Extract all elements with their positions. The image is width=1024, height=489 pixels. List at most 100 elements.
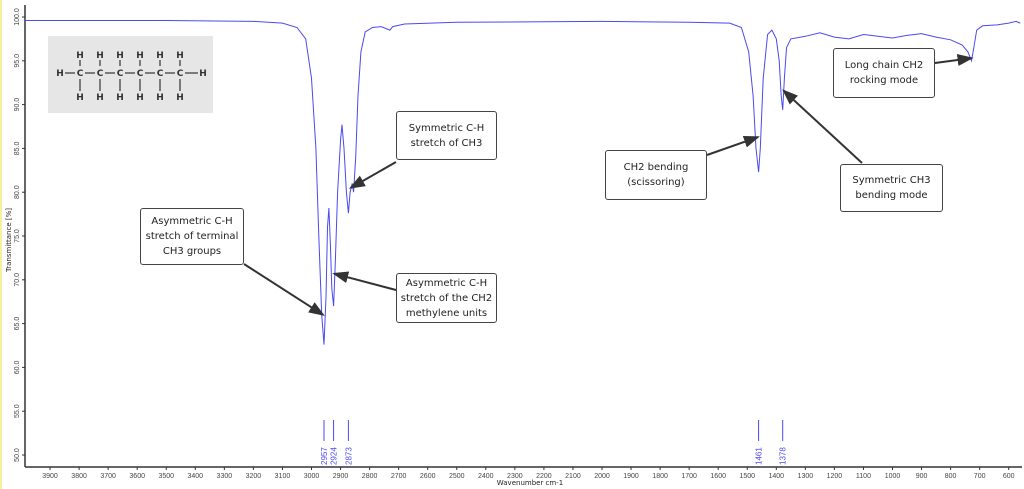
- annotation-text: stretch of the CH2: [400, 292, 493, 304]
- x-tick-label: 3000: [304, 473, 320, 480]
- annotation-text: Asymmetric C-H: [405, 277, 488, 289]
- peak-label: 1378: [779, 447, 788, 465]
- annotation-text: stretch of terminal: [145, 231, 239, 242]
- x-tick-label: 1100: [856, 473, 871, 480]
- annotation-text: methylene units: [405, 307, 488, 319]
- x-tick-label: 3300: [217, 473, 233, 480]
- y-tick-label: 70.0: [14, 273, 21, 287]
- atom-label: C: [77, 69, 84, 79]
- y-tick-label: 60.0: [14, 360, 21, 374]
- annotation-arrow: [706, 136, 760, 156]
- annotation-box: CH2 bending (scissoring): [605, 150, 707, 200]
- annotation-text: CH2 bending: [623, 162, 689, 173]
- x-tick-label: 1400: [769, 473, 785, 480]
- annotation-text: stretch of CH3: [410, 137, 483, 149]
- x-tick-label: 3100: [275, 473, 291, 480]
- atom-label: H: [56, 69, 64, 79]
- x-tick-label: 2100: [565, 473, 581, 480]
- x-tick-label: 600: [1003, 473, 1015, 480]
- annotation-text: Symmetric C-H: [408, 122, 485, 134]
- annotation-box: Asymmetric C-H stretch of terminal CH3 gro…: [140, 208, 244, 265]
- y-tick-label: 55.0: [14, 404, 21, 418]
- x-tick-label: 1600: [710, 473, 726, 480]
- x-tick-label: 2300: [507, 473, 523, 480]
- atom-label: H: [176, 93, 184, 103]
- x-tick-label: 3400: [188, 473, 204, 480]
- annotation-text: bending mode: [855, 190, 928, 201]
- atom-label: H: [199, 69, 207, 79]
- y-tick-label: 90.0: [14, 98, 21, 112]
- x-tick-label: 2600: [420, 473, 436, 480]
- atom-label: H: [176, 51, 184, 61]
- annotation-text: (scissoring): [627, 177, 685, 188]
- y-axis-label: Transmittance [%]: [5, 208, 13, 273]
- x-tick-label: 2500: [449, 473, 465, 480]
- atom-label: H: [156, 51, 164, 61]
- atom-label: C: [137, 69, 144, 79]
- annotation-box: Asymmetric C-H stretch of the CH2 methylen…: [396, 273, 497, 323]
- annotation-arrow: [332, 271, 397, 291]
- x-tick-label: 2200: [536, 473, 552, 480]
- y-tick-label: 75.0: [14, 229, 21, 243]
- atom-label: H: [136, 51, 144, 61]
- x-tick-label: 2000: [594, 473, 610, 480]
- atom-label: H: [96, 93, 104, 103]
- x-tick-label: 3500: [158, 473, 174, 480]
- annotation-arrow: [243, 263, 325, 316]
- annotation-arrow: [934, 54, 974, 66]
- annotation-text: Symmetric CH3: [852, 175, 931, 186]
- atom-label: C: [117, 69, 124, 79]
- atom-label: H: [96, 51, 104, 61]
- x-tick-label: 3600: [129, 473, 145, 480]
- y-tick-label: 100.0: [14, 8, 21, 26]
- x-tick-label: 1700: [681, 473, 697, 480]
- annotation-box: Long chain CH2 rocking mode: [833, 48, 935, 98]
- annotation-text: rocking mode: [849, 75, 919, 86]
- x-tick-label: 1900: [623, 473, 639, 480]
- atom-label: H: [116, 51, 124, 61]
- x-tick-label: 3200: [246, 473, 262, 480]
- x-tick-label: 2700: [391, 473, 407, 480]
- atom-label: C: [157, 69, 164, 79]
- x-tick-label: 1200: [827, 473, 843, 480]
- annotation-text: Long chain CH2: [844, 60, 924, 71]
- x-tick-label: 3900: [42, 473, 58, 480]
- peak-label: 2873: [344, 447, 353, 465]
- atom-label: H: [76, 51, 84, 61]
- y-tick-label: 50.0: [14, 448, 21, 462]
- atom-label: H: [76, 93, 84, 103]
- x-axis-label: Wavenumber cm-1: [497, 479, 563, 487]
- atom-label: C: [97, 69, 104, 79]
- y-tick-label: 85.0: [14, 141, 21, 155]
- y-tick-label: 95.0: [14, 54, 21, 68]
- atom-label: C: [177, 69, 184, 79]
- peak-label: 1461: [755, 447, 764, 465]
- annotation-text: CH3 groups: [162, 246, 222, 257]
- x-tick-label: 2800: [362, 473, 378, 480]
- annotation-box: Symmetric C-H stretch of CH3: [396, 111, 497, 160]
- x-tick-label: 3700: [100, 473, 116, 480]
- x-tick-label: 900: [916, 473, 928, 480]
- x-tick-label: 2900: [333, 473, 349, 480]
- x-tick-label: 3800: [71, 473, 87, 480]
- x-tick-label: 800: [945, 473, 957, 480]
- x-tick-label: 1300: [798, 473, 814, 480]
- peak-label: 2924: [330, 447, 339, 465]
- x-tick-label: 2400: [478, 473, 494, 480]
- atom-label: H: [116, 93, 124, 103]
- annotation-text: Asymmetric C-H: [151, 216, 233, 227]
- atom-label: H: [136, 93, 144, 103]
- peak-label: 2957: [320, 447, 329, 465]
- x-tick-label: 1800: [652, 473, 668, 480]
- annotation-box: Symmetric CH3 bending mode: [840, 164, 943, 212]
- annotation-arrow: [348, 161, 397, 189]
- atom-label: H: [156, 93, 164, 103]
- x-tick-label: 1000: [885, 473, 901, 480]
- x-tick-label: 1500: [739, 473, 755, 480]
- y-tick-label: 80.0: [14, 185, 21, 199]
- spectrum-line: [23, 20, 1021, 345]
- y-tick-label: 65.0: [14, 317, 21, 331]
